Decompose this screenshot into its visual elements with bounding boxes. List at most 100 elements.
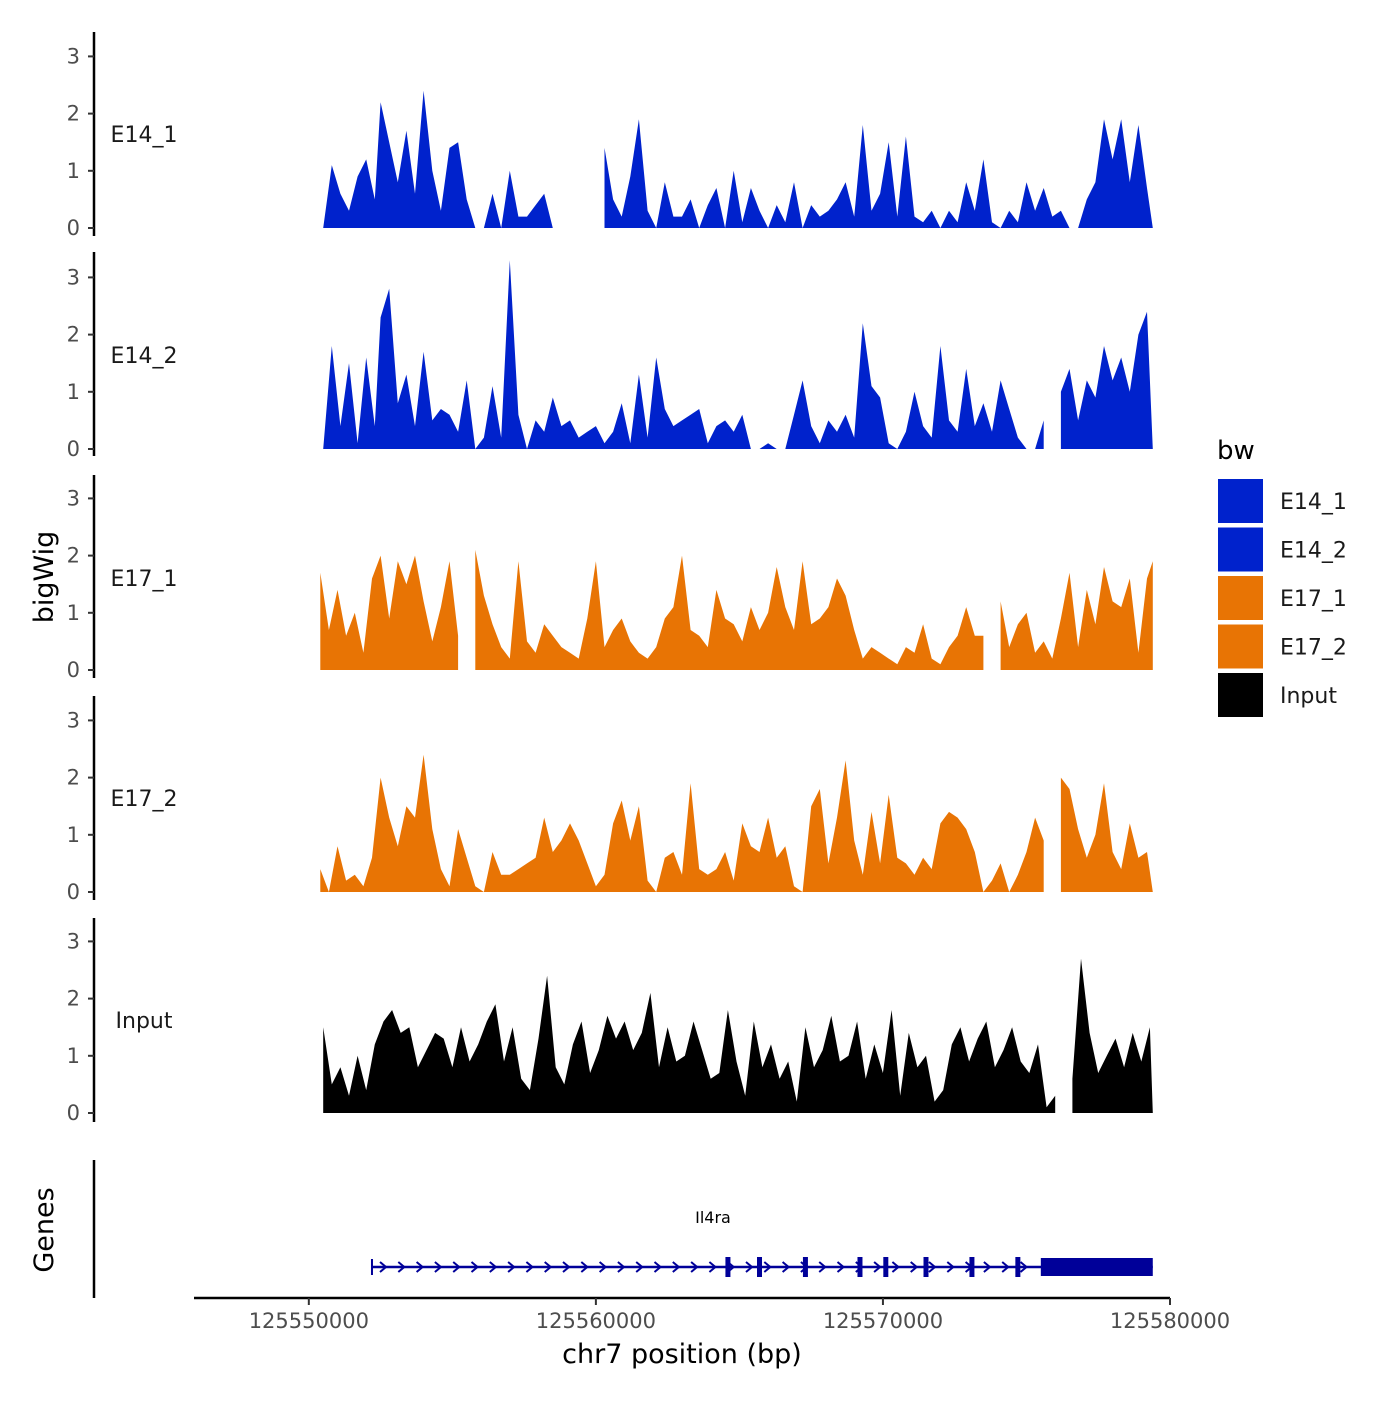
legend-label: E17_2 (1280, 636, 1347, 661)
y-tick-label: 3 (67, 708, 80, 732)
track-label: E17_2 (111, 787, 178, 812)
area-series-e14-1 (323, 90, 1153, 228)
gene-exon (883, 1257, 889, 1277)
x-axis: 125550000 125560000 125570000 125580000 (194, 1296, 1230, 1333)
area-series-input (323, 958, 1153, 1113)
x-axis-title: chr7 position (bp) (562, 1339, 802, 1370)
strand-arrow (983, 1261, 992, 1273)
y-tick-label: 2 (67, 544, 80, 568)
y-tick-label: 0 (67, 437, 80, 461)
area-series-e17-1 (320, 549, 1153, 670)
legend-label: E14_2 (1280, 539, 1347, 564)
track-panel-e14-2: E14_2 0 1 2 3 (67, 252, 1153, 461)
strand-arrow (415, 1261, 425, 1273)
gene-name-label: Il4ra (695, 1208, 731, 1227)
track-panel-input: Input 0 1 2 3 (67, 918, 1153, 1125)
strand-arrow (507, 1261, 516, 1273)
track-panel-e14-1: E14_1 0 1 2 3 (67, 32, 1153, 240)
track-label: Input (116, 1009, 173, 1034)
x-axis-ticks: 125550000 125560000 125570000 125580000 (249, 1298, 1230, 1333)
strand-arrow (708, 1261, 717, 1273)
legend-key (1218, 479, 1263, 523)
y-tick-label: 1 (67, 823, 80, 847)
strand-arrow (836, 1261, 846, 1273)
strand-arrow (1019, 1261, 1029, 1273)
track-panel-e17-1: E17_1 0 1 2 3 (67, 475, 1153, 682)
legend: bw E14_1 E14_2 E17_1 E17_2 Input (1217, 436, 1347, 717)
legend-label: Input (1280, 684, 1337, 709)
strand-arrow (525, 1261, 534, 1273)
y-axis-title: bigWig (29, 531, 60, 624)
strand-arrow (891, 1261, 900, 1273)
track-panel-e17-2: E17_2 0 1 2 3 (67, 696, 1153, 904)
strand-arrow (434, 1261, 443, 1273)
y-tick-label: 2 (67, 766, 80, 790)
strand-arrow (1001, 1261, 1010, 1273)
legend-key (1218, 527, 1263, 572)
gene-utr-block (1040, 1258, 1153, 1276)
y-tick-label: 1 (67, 159, 80, 183)
track-y-ticks: 0 1 2 3 (67, 486, 94, 682)
gene-exon (1015, 1257, 1021, 1277)
strand-arrow (635, 1261, 644, 1273)
legend-label: E14_1 (1280, 490, 1347, 515)
y-tick-label: 3 (67, 486, 80, 510)
genes-axis-title: Genes (29, 1187, 60, 1272)
strand-arrow (397, 1261, 406, 1273)
x-tick-label: 125560000 (536, 1309, 656, 1333)
x-tick-label: 125580000 (1110, 1309, 1230, 1333)
strand-arrow (562, 1261, 571, 1273)
legend-label: E17_1 (1280, 587, 1347, 612)
strand-arrow (379, 1261, 388, 1273)
y-tick-label: 0 (67, 880, 80, 904)
track-label: E14_1 (111, 123, 178, 148)
y-tick-label: 1 (67, 1044, 80, 1068)
strand-arrow (818, 1261, 827, 1273)
strand-arrow (946, 1261, 955, 1273)
area-series-e17-2 (320, 754, 1153, 892)
y-tick-label: 0 (67, 216, 80, 240)
gene-exon (725, 1257, 731, 1277)
gene-track-panel: Genes Il4ra (29, 1160, 1153, 1298)
legend-key (1218, 673, 1263, 717)
y-tick-label: 2 (67, 987, 80, 1011)
strand-arrow (544, 1261, 553, 1273)
strand-arrow (928, 1261, 937, 1273)
strand-arrow (781, 1261, 791, 1273)
strand-arrow (470, 1261, 480, 1273)
strand-arrow (873, 1261, 882, 1273)
x-tick-label: 125550000 (249, 1309, 369, 1333)
track-y-ticks: 0 1 2 3 (67, 708, 94, 904)
x-tick-label: 125570000 (823, 1309, 943, 1333)
gene-exon (969, 1257, 975, 1277)
legend-entries: E14_1 E14_2 E17_1 E17_2 Input (1218, 479, 1347, 717)
y-tick-label: 2 (67, 323, 80, 347)
strand-arrow (745, 1261, 754, 1273)
gene-exon (757, 1257, 763, 1277)
track-label: E14_2 (111, 344, 178, 369)
strand-arrow (910, 1261, 919, 1273)
y-tick-label: 0 (67, 1101, 80, 1125)
strand-arrow (672, 1261, 681, 1273)
y-tick-label: 0 (67, 658, 80, 682)
strand-arrow (617, 1261, 626, 1273)
strand-arrow (653, 1261, 663, 1273)
track-label: E17_1 (111, 567, 178, 592)
strand-arrow (763, 1261, 772, 1273)
gene-exon (802, 1257, 808, 1277)
gene-exon-marks (370, 1257, 1021, 1277)
y-tick-label: 2 (67, 102, 80, 126)
gene-exon (923, 1257, 929, 1277)
strand-arrow (690, 1261, 699, 1273)
y-tick-label: 3 (67, 265, 80, 289)
gene-exon (857, 1257, 863, 1277)
legend-key (1218, 624, 1263, 669)
legend-title: bw (1217, 436, 1255, 466)
strand-arrow (489, 1261, 498, 1273)
y-tick-label: 1 (67, 380, 80, 404)
track-y-ticks: 0 1 2 3 (67, 44, 94, 240)
strand-arrow (598, 1261, 608, 1273)
y-tick-label: 3 (67, 44, 80, 68)
